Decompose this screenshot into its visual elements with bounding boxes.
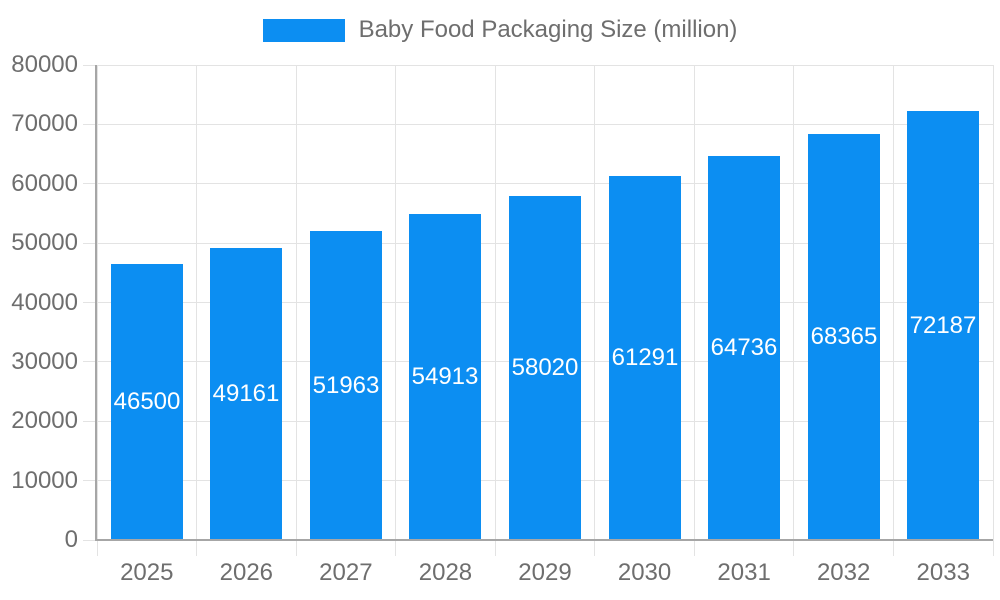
bar-value-label: 54913 <box>411 362 479 390</box>
x-gridline <box>196 65 198 540</box>
x-tick-label: 2031 <box>717 559 771 586</box>
chart-legend[interactable]: Baby Food Packaging Size (million) <box>0 18 1000 42</box>
bar-value-label: 68365 <box>810 323 878 351</box>
x-gridline <box>96 65 98 540</box>
bar[interactable]: 46500 <box>111 263 183 540</box>
bar[interactable]: 68365 <box>808 134 880 540</box>
y-tick-label: 0 <box>64 526 78 553</box>
x-tick <box>196 540 198 556</box>
bar[interactable]: 54913 <box>409 213 481 540</box>
bar[interactable]: 64736 <box>708 155 780 540</box>
x-tick-label: 2033 <box>916 559 970 586</box>
x-gridline <box>395 65 397 540</box>
bar[interactable]: 61291 <box>609 176 681 540</box>
y-gridline <box>97 64 993 66</box>
y-tick-label: 60000 <box>11 169 78 197</box>
y-tick <box>83 123 97 125</box>
x-tick-label: 2026 <box>219 559 274 586</box>
x-tick <box>295 540 297 556</box>
y-gridline <box>97 183 993 185</box>
legend-label: Baby Food Packaging Size (million) <box>358 16 738 43</box>
y-tick <box>83 539 97 541</box>
y-tick-label: 50000 <box>11 229 78 257</box>
bar-value-label: 58020 <box>511 353 579 381</box>
x-gridline <box>892 65 894 540</box>
x-tick <box>992 540 994 556</box>
x-tick <box>594 540 596 556</box>
x-tick-label: 2032 <box>816 559 871 586</box>
y-tick <box>83 242 97 244</box>
x-gridline <box>793 65 795 540</box>
y-tick-label: 70000 <box>11 110 78 138</box>
y-tick <box>83 302 97 303</box>
x-gridline <box>693 65 695 540</box>
y-tick <box>83 183 97 185</box>
y-tick <box>83 420 97 422</box>
y-tick <box>83 361 97 363</box>
legend-swatch <box>262 18 345 42</box>
y-tick-label: 20000 <box>11 407 78 435</box>
x-gridline <box>295 65 297 540</box>
x-tick-label: 2027 <box>319 559 373 586</box>
x-axis-line <box>95 539 993 541</box>
y-tick-label: 10000 <box>11 466 78 494</box>
y-gridline <box>97 123 993 125</box>
bar[interactable]: 72187 <box>907 111 979 540</box>
x-gridline <box>594 65 596 540</box>
x-tick-label: 2028 <box>418 559 473 586</box>
x-tick-label: 2030 <box>617 559 672 586</box>
y-tick <box>83 480 97 482</box>
x-tick <box>494 540 496 556</box>
y-axis-line <box>95 65 97 541</box>
x-gridline <box>494 65 496 540</box>
y-tick-label: 40000 <box>11 288 78 316</box>
x-tick-label: 2025 <box>120 559 174 586</box>
bar-value-label: 49161 <box>212 380 280 408</box>
x-gridline <box>992 65 994 540</box>
x-tick <box>96 540 98 556</box>
x-tick-label: 2029 <box>518 559 572 586</box>
bar-value-label: 64736 <box>710 333 778 361</box>
x-tick <box>693 540 695 556</box>
bar[interactable]: 58020 <box>509 195 581 540</box>
y-tick-label: 30000 <box>11 347 78 375</box>
bar-value-label: 46500 <box>113 387 181 415</box>
bar-value-label: 61291 <box>611 344 679 372</box>
y-tick <box>83 64 97 66</box>
x-tick <box>892 540 894 556</box>
x-tick <box>793 540 795 556</box>
bar[interactable]: 51963 <box>310 231 382 540</box>
y-tick-label: 80000 <box>11 51 78 78</box>
x-tick <box>395 540 397 556</box>
bar-value-label: 51963 <box>312 371 380 399</box>
bar[interactable]: 49161 <box>210 248 282 540</box>
bar-value-label: 72187 <box>909 311 977 339</box>
